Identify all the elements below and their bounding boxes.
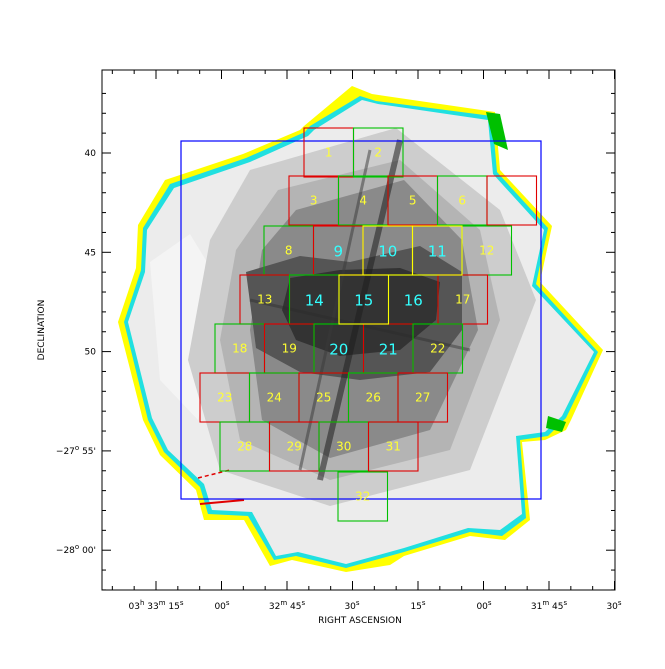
tile-border [486,175,538,226]
chip-gap-streak [249,298,471,352]
tile-label: 2 [374,146,382,160]
dec-tick-label: 45 [85,248,96,258]
ra-tick-label: 30s [606,599,621,612]
tile-label: 4 [359,194,367,208]
tile-label: 8 [285,244,293,258]
plot-frame [101,69,616,591]
tile-label: 32 [355,490,370,504]
exposure-coverage [118,86,603,572]
ra-tick-label: 03h 33m 15s [128,599,183,612]
tile-label: 14 [305,292,324,310]
ra-tick-label: 00s [214,599,229,612]
tile-label: 16 [404,292,423,310]
tile-15: 15 [338,274,390,325]
tile-label: 3 [310,194,318,208]
tile-label: 10 [378,243,397,261]
tile-border [411,225,463,276]
dec-tick-label: −27o 55' [56,444,96,457]
tile-label: 29 [287,440,302,454]
dec-tick-label: −28o 00' [56,543,96,556]
tile-label: 19 [282,342,297,356]
ra-tick-label: 32m 45s [269,599,306,612]
ra-tick-label: 15s [410,599,425,612]
tile-label: 25 [316,391,331,405]
tile-label: 23 [217,391,232,405]
tile-label: 1 [325,146,333,160]
tile-label: 30 [336,440,351,454]
axis-ticks [102,70,615,591]
tile-label: 6 [458,194,466,208]
tile-2: 2 [352,127,404,178]
tile-label: 27 [415,391,430,405]
tile-label: 24 [267,391,282,405]
tile-label: 22 [430,342,445,356]
tile-unlabeled [486,175,538,226]
red-mark [197,469,231,479]
tile-label: 21 [379,341,398,359]
ra-tick-label: 00s [476,599,491,612]
tile-label: 11 [428,243,447,261]
tile-31: 31 [367,421,419,472]
dec-tick-label: 40 [85,149,97,159]
tile-label: 18 [232,342,247,356]
ra-tick-label: 30s [344,599,359,612]
tile-label: 26 [366,391,381,405]
tile-border [337,471,389,522]
tile-11: 11 [411,225,463,276]
green-edge [546,416,566,432]
tile-label: 17 [455,293,470,307]
tile-label: 12 [479,244,494,258]
tile-label: 15 [354,292,373,310]
survey-outline-box [180,140,542,500]
tile-label: 28 [237,440,252,454]
tile-label: 13 [257,293,272,307]
chip-gap-streak [298,149,372,471]
tile-label: 31 [386,440,401,454]
tile-border [367,421,419,472]
tile-border [397,372,449,423]
tile-27: 27 [397,372,449,423]
tile-32: 32 [337,471,389,522]
red-mark [199,499,245,505]
y-axis-title: DECLINATION [37,300,47,361]
tile-border [338,274,390,325]
tile-label: 20 [329,341,348,359]
tile-label: 5 [409,194,417,208]
x-axis-title: RIGHT ASCENSION [318,616,402,626]
ra-tick-label: 31m 45s [531,599,568,612]
tile-label: 9 [333,243,343,261]
tile-border [352,127,404,178]
chip-gap-streak [317,139,403,481]
dec-tick-label: 50 [85,348,97,358]
